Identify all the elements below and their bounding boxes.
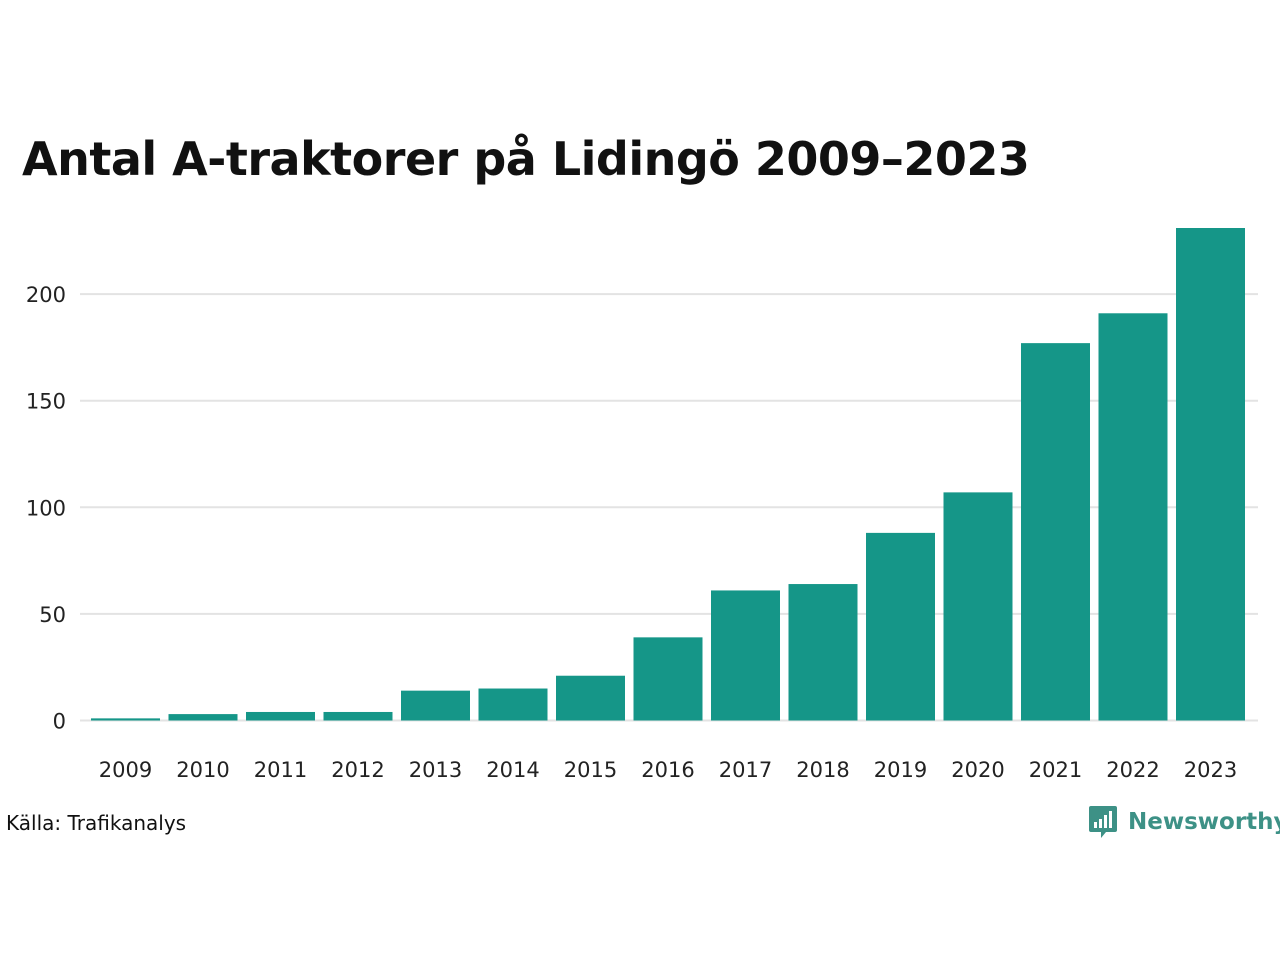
- x-tick-label: 2021: [1029, 758, 1082, 782]
- y-axis-ticks: 0 50 100 150 200: [26, 283, 66, 733]
- x-tick-label: 2015: [564, 758, 617, 782]
- y-tick-label: 50: [39, 603, 66, 627]
- y-tick-label: 200: [26, 283, 66, 307]
- chart-title: Antal A-traktorer på Lidingö 2009–2023: [22, 132, 1030, 186]
- x-tick-label: 2020: [951, 758, 1004, 782]
- bar-2016: [633, 637, 703, 721]
- bar-2018: [788, 584, 858, 721]
- bar-2022: [1098, 313, 1168, 721]
- bar-2010: [168, 714, 238, 721]
- x-tick-label: 2012: [331, 758, 384, 782]
- bar-2019: [866, 532, 935, 721]
- x-tick-label: 2019: [874, 758, 927, 782]
- x-tick-label: 2013: [409, 758, 462, 782]
- x-axis-ticks: 2009 2010 2011 2012 2013 2014 2015 2016 2017 2018…: [99, 758, 1237, 782]
- bars: [91, 228, 1245, 721]
- x-tick-label: 2009: [99, 758, 152, 782]
- x-tick-label: 2023: [1184, 758, 1237, 782]
- bar-2020: [943, 492, 1013, 721]
- newsworthy-chart-icon: [1089, 806, 1117, 838]
- x-tick-label: 2018: [796, 758, 849, 782]
- y-tick-label: 0: [53, 710, 66, 734]
- y-tick-label: 100: [26, 496, 66, 520]
- bar-2017: [711, 590, 780, 721]
- bar-2021: [1021, 343, 1090, 721]
- bar-2015: [556, 675, 625, 721]
- x-tick-label: 2014: [486, 758, 539, 782]
- x-tick-label: 2017: [719, 758, 772, 782]
- x-tick-label: 2016: [641, 758, 694, 782]
- bar-2009: [91, 718, 160, 721]
- bar-2012: [323, 711, 393, 721]
- x-tick-label: 2011: [254, 758, 307, 782]
- brand-name: Newsworthy: [1128, 809, 1280, 835]
- x-tick-label: 2010: [176, 758, 229, 782]
- bar-2011: [246, 711, 315, 721]
- bar-2014: [478, 688, 548, 721]
- source-note: Källa: Trafikanalys: [6, 811, 187, 835]
- y-tick-label: 150: [26, 390, 66, 414]
- bar-2013: [401, 690, 470, 721]
- newsworthy-logo: Newsworthy: [1088, 804, 1280, 840]
- bar-2023: [1176, 228, 1245, 721]
- x-tick-label: 2022: [1106, 758, 1159, 782]
